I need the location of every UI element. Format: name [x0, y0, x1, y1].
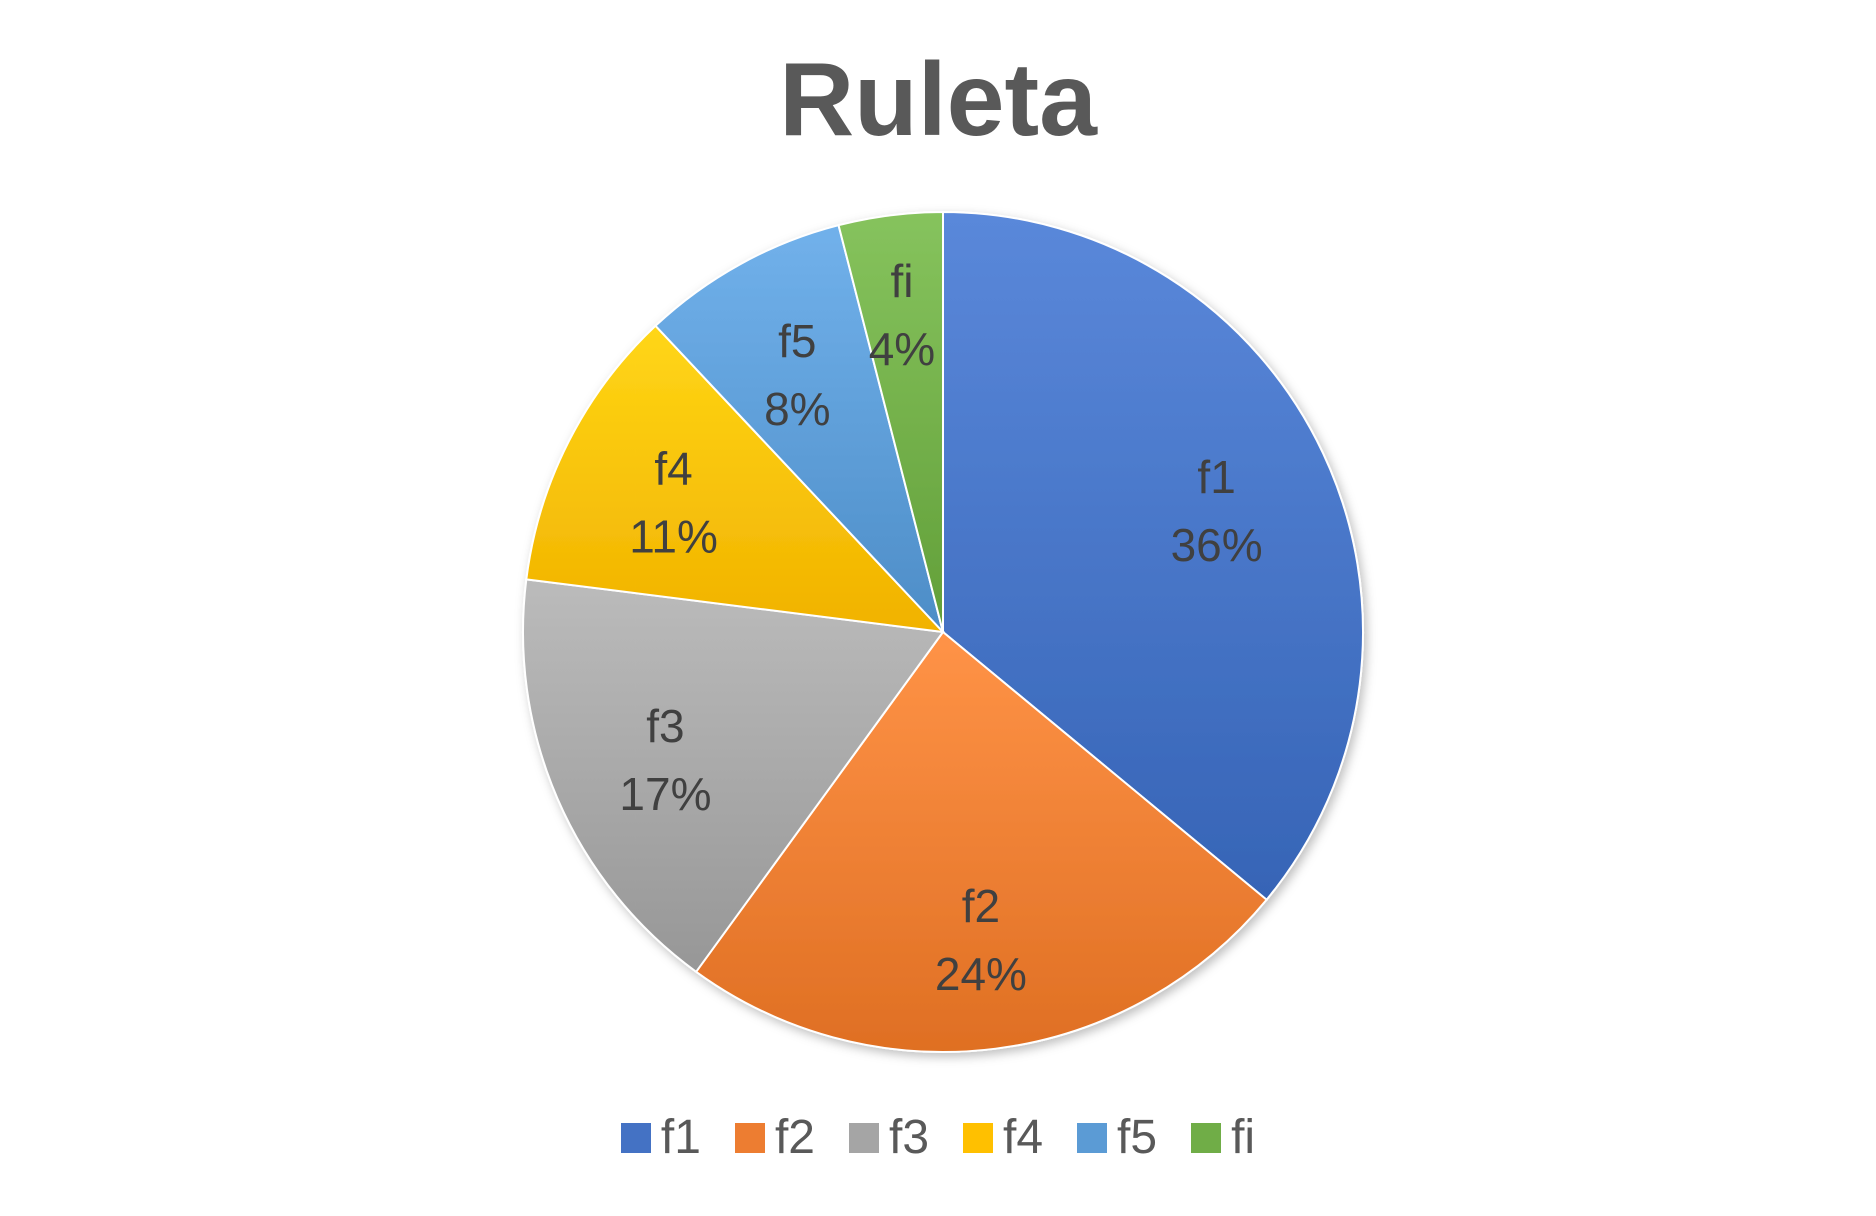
legend-item-f1: f1: [620, 1110, 701, 1166]
legend-swatch-f1: [620, 1123, 651, 1153]
slice-label-percent-f4: 11%: [629, 511, 718, 563]
legend-label-f3: f3: [888, 1111, 930, 1164]
legend-swatch-f4: [963, 1123, 994, 1153]
slice-label-percent-fi: 4%: [869, 323, 935, 375]
slice-label-category-f5: f5: [778, 315, 816, 367]
legend-item-f4: f4: [963, 1110, 1043, 1166]
pie-slice-f4: [525, 324, 946, 634]
legend-label-fi: fi: [1231, 1111, 1256, 1164]
slice-label-category-fi: fi: [890, 255, 913, 307]
pie-slice-f1: [942, 210, 1365, 902]
legend-label-f2: f2: [774, 1111, 815, 1164]
pie-slice-fi: [837, 210, 944, 633]
legend-item-f5: f5: [1077, 1110, 1157, 1166]
chart-title: Ruleta: [779, 42, 1097, 158]
slice-label-category-f4: f4: [654, 443, 692, 495]
slice-label-category-f2: f2: [962, 880, 1000, 932]
pie-slice-f2: [694, 630, 1269, 1053]
slice-labels: f1 36% f2 24% f3 17% f4 11% f5 8% fi 4%: [619, 255, 1262, 1000]
legend-swatch-f3: [848, 1123, 879, 1153]
legend-item-fi: fi: [1191, 1110, 1255, 1166]
legend-label-f1: f1: [660, 1111, 701, 1164]
legend-swatch-fi: [1191, 1123, 1222, 1153]
slice-label-percent-f1: 36%: [1171, 519, 1263, 571]
pie-slice-f3: [522, 578, 945, 974]
slice-label-percent-f2: 24%: [935, 948, 1027, 1000]
slice-label-category-f1: f1: [1197, 451, 1235, 503]
legend-label-f5: f5: [1117, 1111, 1158, 1164]
pie-slices: [522, 210, 1365, 1053]
legend-label-f4: f4: [1003, 1111, 1044, 1164]
pie-slice-f5: [654, 223, 944, 633]
legend-item-f2: f2: [734, 1110, 815, 1166]
slice-label-category-f3: f3: [646, 700, 684, 752]
slice-label-percent-f5: 8%: [764, 383, 830, 435]
legend-item-f3: f3: [848, 1110, 930, 1166]
slice-label-percent-f3: 17%: [619, 768, 711, 820]
legend-swatch-f5: [1077, 1123, 1108, 1153]
chart-legend: f1 f2 f3 f4 f5 fi: [0, 1110, 1876, 1166]
legend-swatch-f2: [734, 1123, 765, 1153]
